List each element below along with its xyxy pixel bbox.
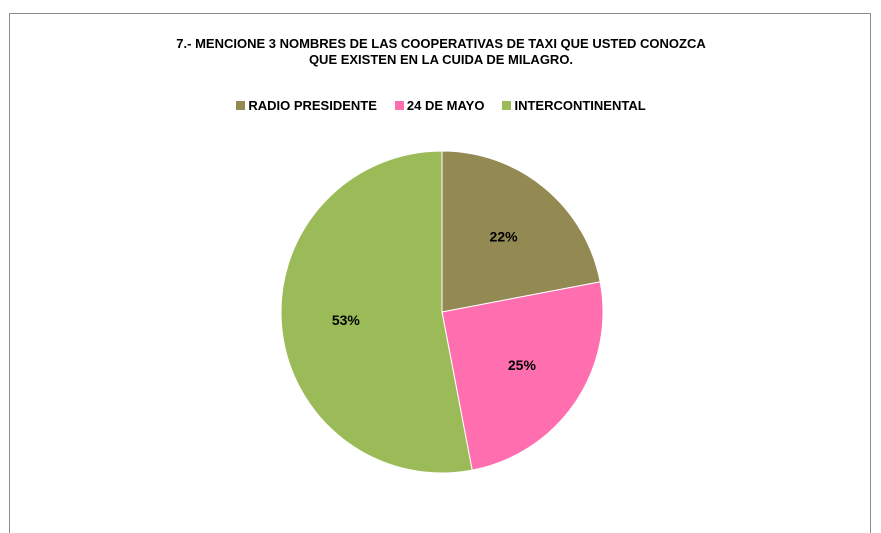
legend-item-24-de-mayo: 24 DE MAYO <box>394 98 485 113</box>
chart-legend: RADIO PRESIDENTE 24 DE MAYO INTERCONTINE… <box>10 98 872 113</box>
pie-slice-24-de-mayo <box>441 281 604 471</box>
chart-area: 7.- MENCIONE 3 NOMBRES DE LAS COOPERATIV… <box>9 13 871 533</box>
legend-swatch-radio-presidente <box>236 101 246 110</box>
legend-label-radio-presidente: RADIO PRESIDENTE <box>248 98 377 113</box>
pie-slice-intercontinental <box>280 150 473 474</box>
slice-label-24-de-mayo: 25% <box>508 357 537 373</box>
legend-item-radio-presidente: RADIO PRESIDENTE <box>236 98 377 113</box>
chart-title-line-1: 7.- MENCIONE 3 NOMBRES DE LAS COOPERATIV… <box>176 36 706 51</box>
slice-label-intercontinental: 53% <box>332 312 361 328</box>
slice-label-radio-presidente: 22% <box>490 228 519 244</box>
chart-title-line-2: QUE EXISTEN EN LA CUIDA DE MILAGRO. <box>308 52 574 67</box>
pie-chart: 22% 25% 53% <box>280 150 604 474</box>
pie-slice-radio-presidente <box>441 150 601 313</box>
legend-swatch-intercontinental <box>502 101 512 110</box>
chart-title: 7.- MENCIONE 3 NOMBRES DE LAS COOPERATIV… <box>10 36 872 68</box>
legend-label-24-de-mayo: 24 DE MAYO <box>406 98 485 113</box>
legend-swatch-24-de-mayo <box>394 101 404 110</box>
legend-item-intercontinental: INTERCONTINENTAL <box>502 98 646 113</box>
legend-label-intercontinental: INTERCONTINENTAL <box>514 98 646 113</box>
